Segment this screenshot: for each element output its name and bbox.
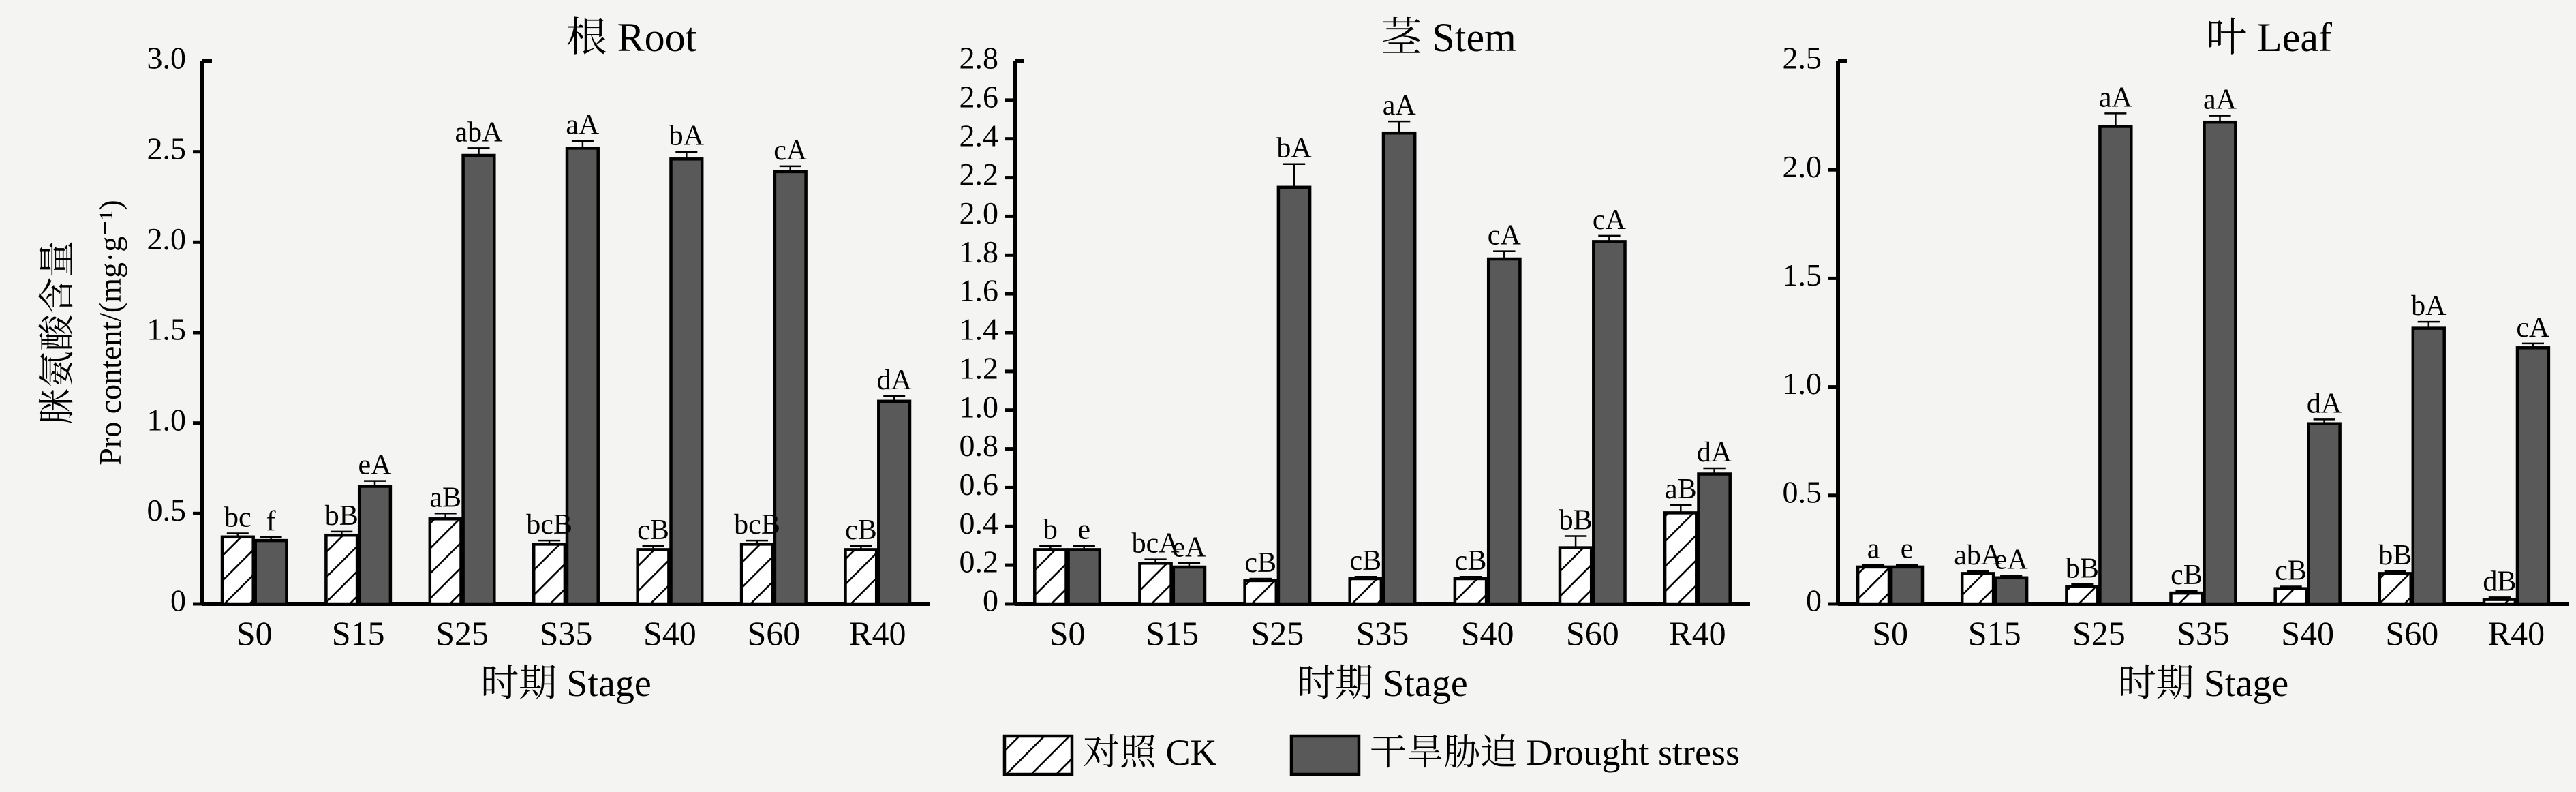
svg-text:S60: S60	[2385, 614, 2438, 652]
svg-text:aB: aB	[429, 482, 461, 513]
svg-text:f: f	[266, 506, 276, 537]
svg-text:S25: S25	[2072, 614, 2126, 652]
svg-text:2.0: 2.0	[960, 196, 999, 230]
svg-text:bcB: bcB	[526, 509, 572, 540]
svg-text:e: e	[1077, 515, 1090, 546]
svg-text:dA: dA	[1697, 437, 1732, 468]
svg-text:1.2: 1.2	[960, 350, 999, 385]
svg-text:根 Root: 根 Root	[566, 15, 697, 60]
svg-text:0.2: 0.2	[960, 545, 999, 579]
svg-text:2.4: 2.4	[960, 118, 999, 153]
svg-text:bA: bA	[2411, 290, 2447, 322]
svg-text:2.2: 2.2	[960, 157, 999, 192]
svg-text:cB: cB	[637, 515, 669, 546]
svg-text:R40: R40	[1669, 614, 1726, 652]
svg-text:Pro content/(mg·g⁻¹): Pro content/(mg·g⁻¹)	[93, 200, 127, 465]
svg-text:cA: cA	[2516, 312, 2550, 344]
svg-text:bB: bB	[2378, 540, 2412, 571]
svg-text:时期 Stage: 时期 Stage	[2118, 662, 2288, 705]
svg-text:dA: dA	[2307, 388, 2342, 419]
svg-text:eA: eA	[1172, 532, 1206, 563]
svg-text:S40: S40	[1461, 614, 1514, 652]
svg-text:bB: bB	[2066, 553, 2099, 584]
svg-text:S40: S40	[2281, 614, 2334, 652]
svg-text:cB: cB	[1349, 545, 1381, 577]
svg-text:bB: bB	[325, 500, 358, 532]
svg-text:0: 0	[983, 583, 998, 618]
svg-text:S0: S0	[1872, 614, 1908, 652]
svg-text:0.5: 0.5	[1783, 474, 1822, 509]
svg-text:1.0: 1.0	[147, 402, 187, 437]
svg-text:对照 CK: 对照 CK	[1083, 732, 1217, 773]
svg-text:dA: dA	[877, 365, 913, 396]
svg-text:S15: S15	[332, 614, 385, 652]
svg-text:dB: dB	[2483, 566, 2516, 597]
svg-text:0.8: 0.8	[960, 428, 999, 463]
svg-text:cB: cB	[845, 515, 877, 546]
svg-text:aA: aA	[1383, 90, 1417, 121]
svg-text:2.5: 2.5	[147, 131, 187, 166]
svg-text:e: e	[1901, 534, 1914, 565]
svg-text:干旱胁迫 Drought stress: 干旱胁迫 Drought stress	[1370, 732, 1740, 773]
svg-text:cB: cB	[2275, 555, 2307, 587]
svg-text:aA: aA	[2203, 85, 2237, 116]
svg-text:aA: aA	[2099, 82, 2133, 113]
svg-text:R40: R40	[2488, 614, 2545, 652]
svg-text:叶 Leaf: 叶 Leaf	[2206, 15, 2332, 60]
svg-text:aA: aA	[566, 110, 600, 141]
svg-text:S15: S15	[1146, 614, 1199, 652]
svg-text:S25: S25	[435, 614, 489, 652]
svg-text:cB: cB	[1455, 545, 1487, 577]
svg-text:cB: cB	[2171, 560, 2203, 591]
svg-text:0.5: 0.5	[147, 493, 187, 528]
svg-text:eA: eA	[358, 450, 393, 481]
svg-text:1.4: 1.4	[960, 312, 999, 347]
svg-text:bc: bc	[224, 502, 251, 534]
svg-text:0.6: 0.6	[960, 467, 999, 502]
svg-text:bA: bA	[1276, 133, 1312, 164]
svg-text:时期 Stage: 时期 Stage	[480, 662, 651, 705]
svg-text:aB: aB	[1665, 474, 1697, 505]
svg-text:cA: cA	[1593, 204, 1627, 236]
svg-text:S60: S60	[747, 614, 800, 652]
svg-text:S25: S25	[1251, 614, 1304, 652]
svg-text:时期 Stage: 时期 Stage	[1297, 662, 1467, 705]
svg-text:茎 Stem: 茎 Stem	[1381, 15, 1516, 60]
svg-text:0: 0	[170, 583, 186, 618]
svg-text:cB: cB	[1244, 547, 1276, 579]
svg-text:2.5: 2.5	[1783, 41, 1822, 76]
svg-text:eA: eA	[1995, 545, 2029, 576]
svg-text:R40: R40	[849, 614, 906, 652]
svg-text:脒氨酸含量: 脒氨酸含量	[37, 241, 78, 425]
svg-text:S0: S0	[236, 614, 273, 652]
svg-text:3.0: 3.0	[147, 41, 187, 76]
svg-text:bcB: bcB	[734, 509, 780, 540]
svg-text:1.0: 1.0	[960, 389, 999, 424]
svg-text:0.4: 0.4	[960, 506, 999, 540]
svg-text:cA: cA	[1488, 220, 1522, 252]
svg-text:S35: S35	[540, 614, 593, 652]
svg-text:S40: S40	[643, 614, 696, 652]
svg-text:1.8: 1.8	[960, 234, 999, 269]
svg-text:a: a	[1867, 534, 1880, 565]
svg-text:abA: abA	[455, 117, 504, 148]
svg-text:2.0: 2.0	[147, 222, 187, 256]
svg-text:1.6: 1.6	[960, 273, 999, 308]
svg-text:1.0: 1.0	[1783, 366, 1822, 401]
svg-text:S60: S60	[1566, 614, 1619, 652]
svg-text:S15: S15	[1968, 614, 2021, 652]
svg-text:bA: bA	[669, 121, 705, 152]
svg-text:2.8: 2.8	[960, 41, 999, 76]
svg-text:S35: S35	[2177, 614, 2230, 652]
svg-text:b: b	[1043, 515, 1058, 546]
svg-text:S0: S0	[1049, 614, 1086, 652]
svg-text:S35: S35	[1356, 614, 1409, 652]
svg-text:0: 0	[1806, 583, 1822, 618]
svg-text:1.5: 1.5	[1783, 258, 1822, 292]
svg-text:cA: cA	[773, 135, 808, 166]
svg-text:2.0: 2.0	[1783, 149, 1822, 184]
svg-text:1.5: 1.5	[147, 312, 187, 347]
svg-text:2.6: 2.6	[960, 79, 999, 114]
svg-text:bB: bB	[1559, 505, 1593, 536]
